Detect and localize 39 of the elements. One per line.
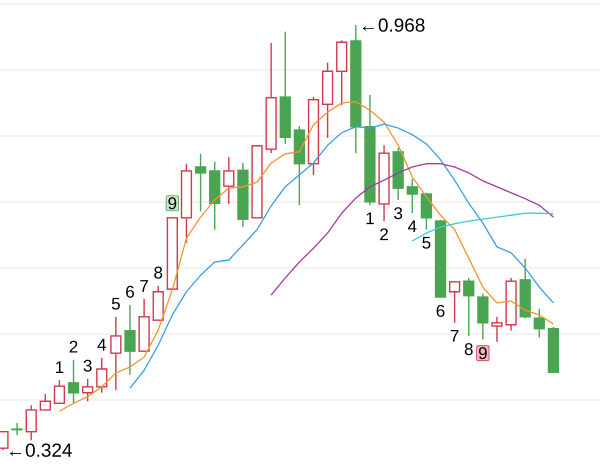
text: 5 — [112, 298, 120, 310]
candlestick — [294, 125, 306, 206]
candlestick — [406, 178, 418, 214]
candlestick — [96, 357, 108, 394]
candlestick — [322, 62, 334, 139]
text: 6 — [436, 304, 444, 317]
candlestick — [223, 156, 234, 205]
candlestick — [534, 308, 545, 338]
text: 1 — [366, 212, 374, 224]
candlestick — [378, 144, 390, 222]
text: 6 — [126, 286, 134, 298]
candlestick — [280, 30, 291, 145]
candlestick — [350, 24, 362, 154]
text: 3 — [394, 207, 402, 220]
annotation: ←0.324 — [10, 443, 72, 457]
candlestick — [237, 162, 249, 228]
text: 8 — [464, 343, 473, 356]
candlestick — [194, 153, 206, 212]
candlestick — [11, 422, 23, 436]
candlestick — [364, 94, 376, 206]
text: 5 — [422, 236, 430, 249]
text: 7 — [450, 330, 458, 342]
text: 7 — [140, 280, 148, 292]
candlestick — [209, 161, 220, 230]
text: 8 — [154, 266, 162, 279]
text: 3 — [84, 360, 92, 372]
text: 4 — [408, 220, 416, 232]
text: 2 — [70, 340, 78, 353]
text: 4 — [97, 338, 106, 351]
candlestick — [68, 359, 80, 405]
candlestick — [266, 42, 277, 154]
text: 2 — [380, 228, 388, 240]
text: 9 — [168, 197, 176, 210]
text: 9 — [478, 347, 487, 360]
candlestick — [110, 316, 122, 391]
annotation: ←0.968 — [362, 18, 424, 32]
candlestick — [477, 293, 488, 340]
text: 1 — [56, 361, 64, 374]
candlestick — [124, 304, 136, 376]
